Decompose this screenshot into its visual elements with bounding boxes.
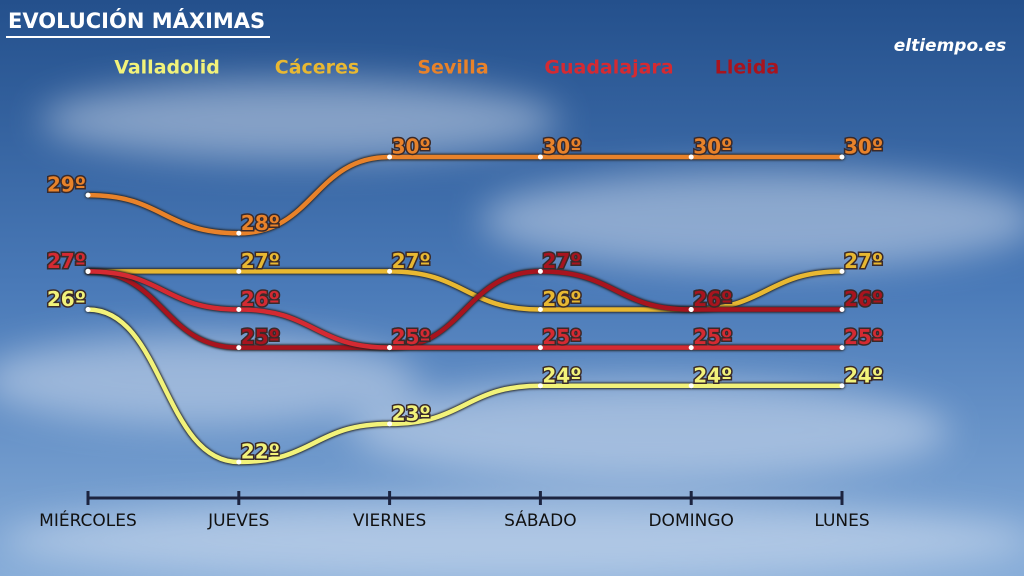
value-label: 26º: [542, 287, 581, 311]
value-label: 27º: [241, 249, 280, 273]
value-label: 27º: [844, 249, 883, 273]
legend-entry: Lleida: [715, 57, 779, 79]
value-label: 27º: [47, 249, 86, 273]
value-label: 29º: [47, 173, 86, 197]
value-label: 27º: [47, 249, 86, 273]
value-label: 27º: [47, 249, 86, 273]
value-label: 30º: [392, 135, 431, 159]
series-line: [85, 269, 845, 350]
point: [688, 383, 694, 389]
value-label: 30º: [693, 135, 732, 159]
point: [688, 345, 694, 351]
series-line: [85, 269, 845, 312]
legend-entry: Cáceres: [275, 57, 359, 79]
value-label: 26º: [693, 287, 732, 311]
value-label: 25º: [844, 325, 883, 349]
point: [387, 421, 393, 427]
point: [387, 345, 393, 351]
value-label: 23º: [392, 401, 431, 425]
value-label: 25º: [392, 325, 431, 349]
point: [236, 230, 242, 236]
value-label: 27º: [542, 249, 581, 273]
x-tick-label: SÁBADO: [504, 509, 577, 531]
plot: MIÉRCOLES JUEVES VIERNES SÁBADO DOMINGO LUNES…: [39, 57, 884, 532]
point: [236, 307, 242, 312]
x-tick-label: MIÉRCOLES: [39, 509, 137, 531]
point: [839, 383, 845, 389]
value-label: 25º: [693, 325, 732, 349]
point: [839, 154, 845, 160]
point: [387, 154, 393, 160]
point: [537, 383, 543, 389]
point: [537, 154, 543, 160]
chart-title: EVOLUCIÓN MÁXIMAS: [8, 8, 265, 33]
x-tick-label: VIERNES: [353, 511, 426, 531]
value-label: 25º: [241, 325, 280, 349]
value-label: 26º: [844, 287, 883, 311]
value-label: 30º: [542, 135, 581, 159]
legend-entry: Sevilla: [417, 57, 488, 79]
value-label: 22º: [241, 440, 280, 464]
value-label: 24º: [844, 363, 883, 387]
point: [839, 345, 845, 351]
value-label: 26º: [241, 287, 280, 311]
x-tick-label: LUNES: [814, 511, 869, 531]
point: [85, 307, 91, 312]
legend-entry: Valladolid: [114, 57, 220, 79]
logo: eltiempo.es: [894, 36, 1007, 56]
point: [839, 268, 845, 274]
point: [537, 268, 543, 274]
point: [85, 192, 91, 198]
value-label: 25º: [542, 325, 581, 349]
value-label: 27º: [392, 249, 431, 273]
series-line: [85, 307, 845, 465]
value-label: 26º: [47, 287, 86, 311]
value-label: 25º: [392, 325, 431, 349]
point: [236, 268, 242, 274]
point: [387, 268, 393, 274]
clouds: [0, 80, 1024, 576]
point: [537, 345, 543, 351]
value-label: 28º: [241, 211, 280, 235]
x-tick-label: DOMINGO: [648, 511, 733, 531]
x-tick-label: JUEVES: [207, 511, 269, 531]
point: [236, 345, 242, 351]
point: [688, 154, 694, 160]
value-label: 26º: [693, 287, 732, 311]
series-line: [85, 269, 845, 350]
point: [537, 307, 543, 312]
legend-entry: Guadalajara: [544, 57, 673, 79]
value-label: 24º: [693, 363, 732, 387]
point: [839, 307, 845, 312]
value-label: 30º: [844, 135, 883, 159]
point: [236, 459, 242, 465]
series-line: [85, 154, 845, 236]
value-label: 24º: [542, 363, 581, 387]
point: [85, 268, 91, 274]
point: [688, 307, 694, 312]
